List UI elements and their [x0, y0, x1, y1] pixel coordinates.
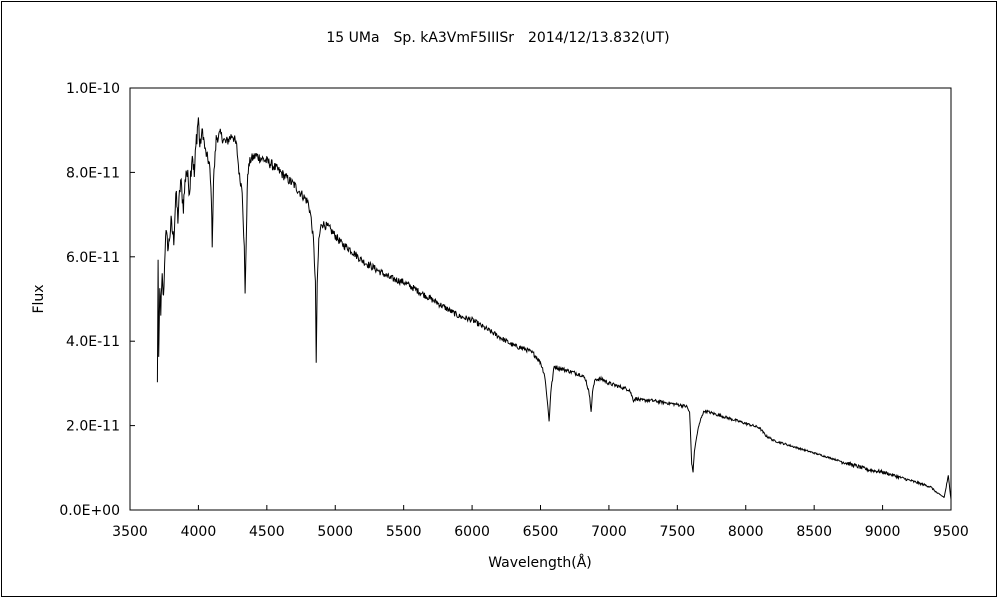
spectrum-series-line	[156, 117, 952, 500]
x-axis-label: Wavelength(Å)	[488, 554, 592, 571]
plot-area	[129, 87, 952, 511]
y-tick-label: 4.0E-11	[66, 334, 120, 350]
x-tick-label: 8000	[728, 524, 764, 540]
y-tick-label: 2.0E-11	[66, 419, 120, 435]
x-axis: 3500 4000 4500 5000 5500 6000 6500 7000 7500 8000…	[112, 505, 969, 540]
x-tick-label: 3500	[112, 524, 148, 540]
x-tick-label: 5500	[386, 524, 422, 540]
y-axis-label: Flux	[31, 284, 47, 313]
x-tick-label: 7000	[591, 524, 627, 540]
y-tick-label: 6.0E-11	[66, 250, 120, 266]
x-tick-label: 6500	[523, 524, 559, 540]
x-tick-label: 7500	[660, 524, 696, 540]
chart-title: 15 UMa Sp. kA3VmF5IIISr 2014/12/13.832(U…	[326, 30, 669, 46]
x-tick-label: 4000	[181, 524, 217, 540]
x-tick-label: 4500	[249, 524, 285, 540]
x-tick-label: 5000	[317, 524, 353, 540]
x-tick-label: 6000	[454, 524, 490, 540]
y-tick-label: 0.0E+00	[59, 503, 120, 519]
y-axis: 0.0E+00 2.0E-11 4.0E-11 6.0E-11 8.0E-11 1.0E-…	[59, 81, 135, 519]
x-tick-label: 9000	[865, 524, 901, 540]
y-tick-label: 1.0E-10	[66, 81, 120, 97]
x-tick-label: 9500	[933, 524, 969, 540]
y-tick-label: 8.0E-11	[66, 165, 120, 181]
x-tick-label: 8500	[796, 524, 832, 540]
